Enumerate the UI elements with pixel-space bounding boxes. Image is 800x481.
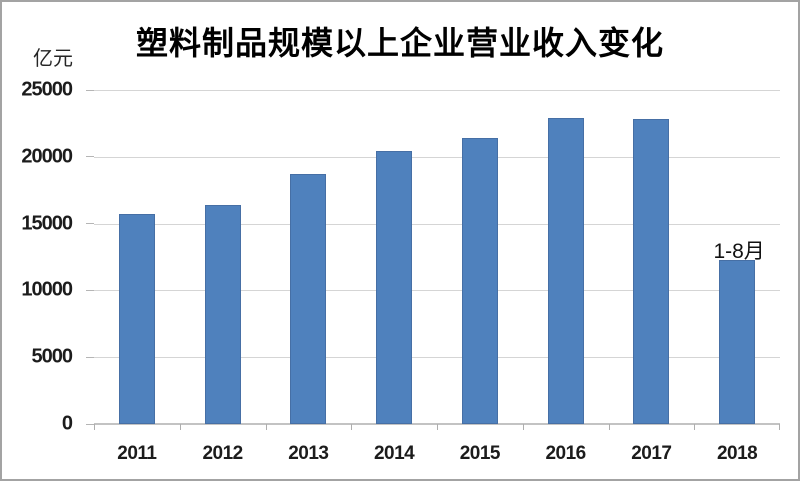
chart-title: 塑料制品规模以上企业营业收入变化 [135, 25, 664, 61]
x-tick-label-2011: 2011 [117, 443, 157, 464]
bar-2014 [376, 151, 413, 424]
x-axis-tick [265, 424, 267, 430]
y-axis-tick [86, 356, 94, 358]
y-axis-tick [86, 89, 94, 91]
y-axis-tick [86, 156, 94, 158]
x-tick-label-2015: 2015 [459, 443, 501, 464]
x-tick-label-2018: 2018 [716, 443, 758, 464]
bar-2013 [290, 174, 327, 424]
y-axis-tick [86, 223, 94, 225]
x-tick-label-2012: 2012 [202, 443, 243, 464]
bar-2011 [118, 214, 155, 424]
x-axis-tick [351, 424, 353, 430]
annotation-label: 1-8月 [713, 239, 765, 263]
x-axis-tick [94, 424, 95, 430]
gridline-5000 [94, 357, 780, 359]
x-axis-tick [779, 424, 780, 430]
x-axis-tick [694, 424, 696, 430]
gridline-15000 [94, 223, 780, 225]
gridline-20000 [94, 156, 780, 158]
plot-area [86, 89, 780, 430]
bar-2017 [633, 119, 670, 424]
y-tick-label: 25000 [21, 78, 73, 101]
bar-2015 [461, 138, 498, 424]
y-tick-label: 20000 [21, 145, 73, 168]
y-tick-label: 10000 [21, 278, 73, 301]
x-tick-label-2017: 2017 [631, 443, 672, 464]
y-axis-unit-label: 亿元 [33, 48, 73, 70]
gridline-10000 [94, 290, 780, 292]
y-tick-label: 0 [61, 412, 73, 435]
x-axis-tick [608, 424, 610, 430]
bar-2012 [204, 204, 241, 424]
x-tick-label-2013: 2013 [288, 443, 329, 464]
x-axis-tick [437, 424, 438, 430]
y-axis-tick [86, 423, 94, 425]
gridline-25000 [94, 90, 780, 91]
bar-2016 [547, 118, 584, 424]
x-axis-tick [179, 424, 181, 430]
x-axis-tick [522, 424, 524, 430]
x-tick-label-2016: 2016 [545, 443, 586, 464]
bar-2018 [719, 259, 756, 424]
x-tick-label-2014: 2014 [373, 443, 415, 464]
y-axis-tick [86, 289, 94, 291]
y-tick-label: 15000 [21, 212, 73, 235]
y-tick-label: 5000 [31, 345, 74, 368]
